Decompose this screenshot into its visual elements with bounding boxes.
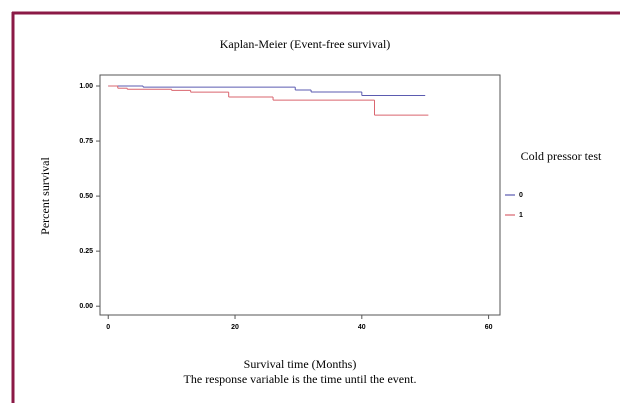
x-tick-label: 0 (106, 324, 110, 331)
y-tick-label: 0.25 (79, 248, 93, 255)
y-tick-label: 0.00 (79, 303, 93, 310)
x-tick-label: 20 (231, 324, 239, 331)
y-axis-label: Percent survival (38, 157, 52, 235)
y-tick-label: 1.00 (79, 83, 93, 90)
y-tick-label: 0.75 (79, 138, 93, 145)
x-tick-label: 40 (358, 324, 366, 331)
plot-frame (99, 74, 501, 316)
footnote: The response variable is the time until … (184, 372, 417, 386)
x-tick-label: 60 (485, 324, 493, 331)
chart-title: Kaplan-Meier (Event-free survival) (220, 37, 391, 51)
y-tick-label: 0.50 (79, 193, 93, 200)
legend-label: 1 (519, 212, 523, 219)
x-axis-label: Survival time (Months) (244, 357, 357, 371)
legend-title: Cold pressor test (521, 149, 602, 163)
legend-label: 0 (519, 192, 523, 199)
